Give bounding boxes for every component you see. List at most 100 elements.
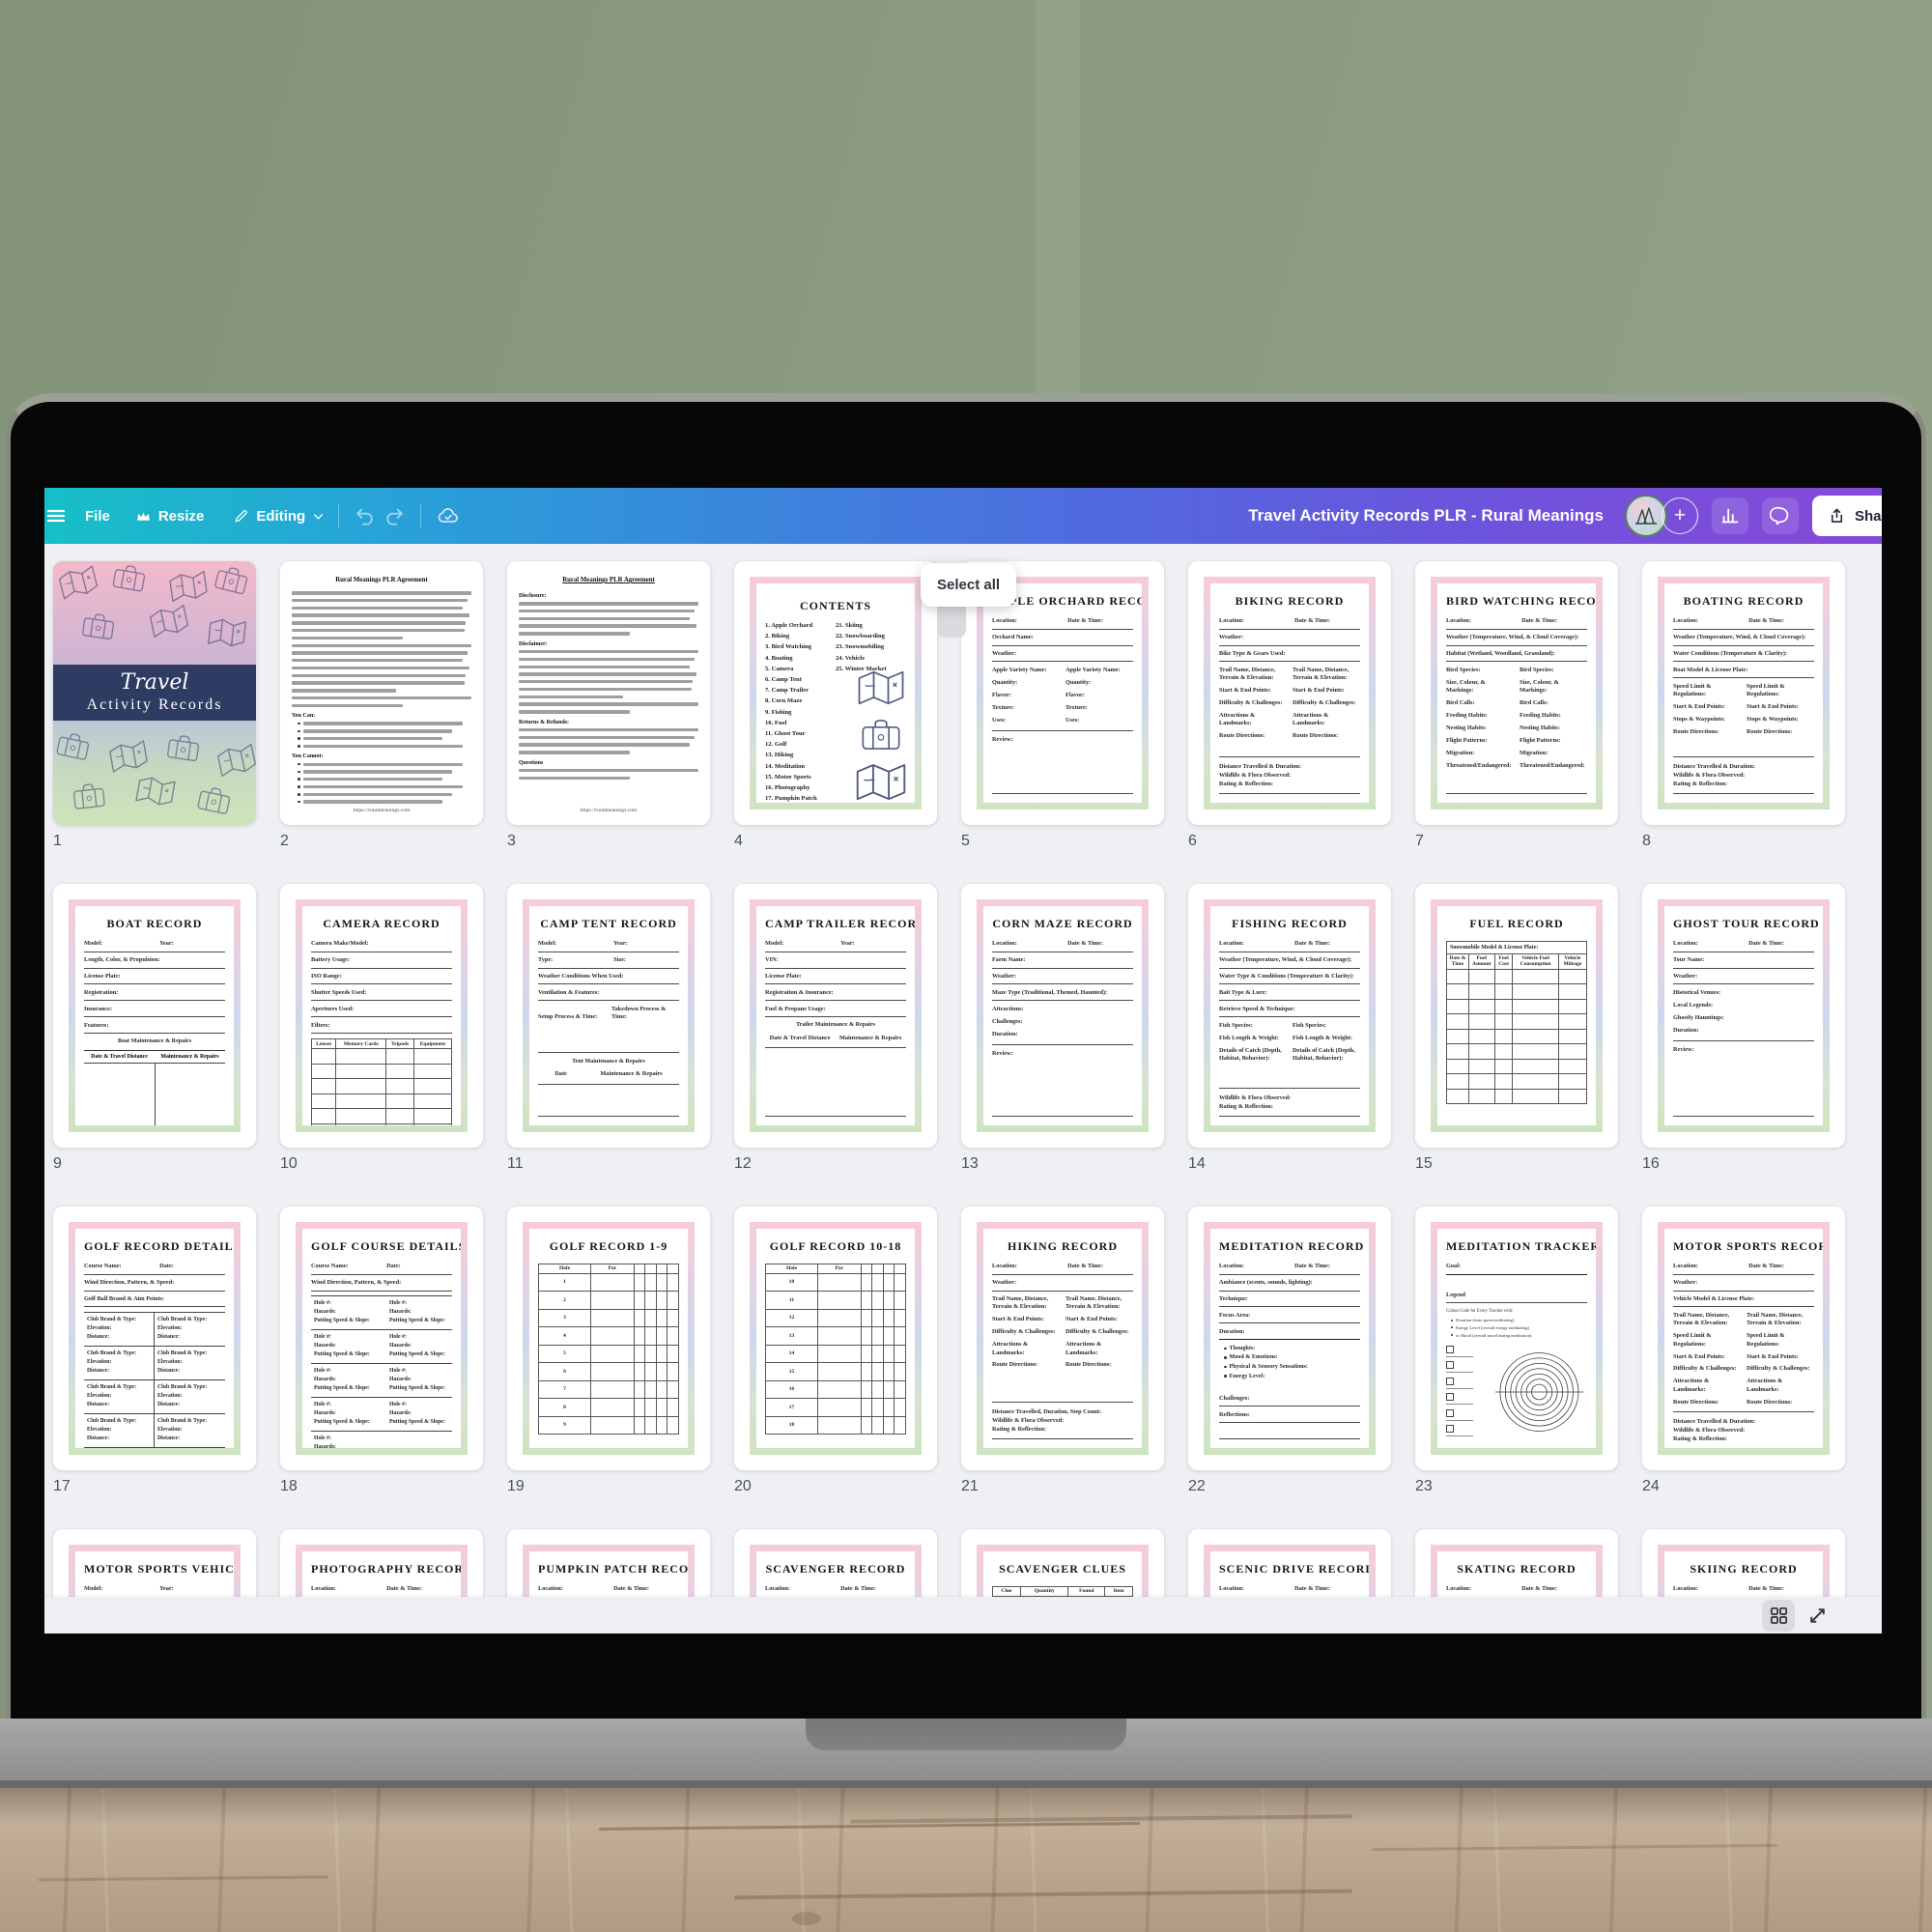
save-status-button[interactable] — [437, 504, 460, 527]
page-thumbnail[interactable]: Rural Meanings PLR Agreement Disclosure: D… — [507, 561, 710, 825]
resize-button[interactable]: Resize — [135, 508, 204, 525]
page-thumbnail[interactable]: FISHING RECORD Location: Date & Time: Weath… — [1188, 884, 1391, 1148]
page-thumbnail[interactable]: BOAT RECORD Model: Year: Length, Color, & P… — [53, 884, 256, 1148]
field-label: Focus Area: — [1219, 1312, 1251, 1320]
table-cell — [335, 1108, 387, 1124]
field-label: Technique: — [1219, 1295, 1248, 1303]
text-line — [292, 643, 471, 647]
text-line — [302, 792, 453, 796]
page-thumbnail[interactable]: CAMP TENT RECORD Model: Year: Type: Size: Wea… — [507, 884, 710, 1148]
table-cell — [1493, 968, 1514, 984]
field-stack: Distance Travelled & Duration: Wildlife &… — [1673, 763, 1814, 788]
contents-item: 13. Hiking — [765, 752, 794, 759]
page-thumbnail[interactable]: BOATING RECORD Location: Date & Time: Weath… — [1642, 561, 1845, 825]
page-thumbnail[interactable]: MEDITATION RECORD Location: Date & Time: Am… — [1188, 1207, 1391, 1470]
add-member-button[interactable]: + — [1662, 497, 1698, 534]
top-toolbar: File Resize Editing — [44, 488, 1882, 544]
field-label: Date & Time: — [1748, 940, 1784, 948]
table-cell — [655, 1379, 668, 1399]
page-border-frame: MOTOR SPORTS RECORD Location: Date & Time:… — [1658, 1222, 1830, 1455]
page-thumbnail[interactable]: HIKING RECORD Location: Date & Time: Weathe… — [961, 1207, 1164, 1470]
page-thumbnail[interactable]: GOLF RECORD 10-18 Hole Par 10 11 12 13 14 15 16 17… — [734, 1207, 937, 1470]
expand-arrows-icon — [1810, 1607, 1825, 1623]
label-block: Hole #: Hazards: Putting Speed & Slope: — [311, 1398, 382, 1432]
field-label: Weather: — [992, 973, 1017, 980]
page-thumbnail[interactable]: MEDITATION TRACKER Goal: Legend Colour Code… — [1415, 1207, 1618, 1470]
table-cell — [335, 1093, 387, 1110]
table-cell: 15 — [764, 1362, 819, 1381]
field-label: Thoughts: — [1229, 1345, 1256, 1351]
page-thumbnail[interactable]: Rural Meanings PLR Agreement You Can: You … — [280, 561, 483, 825]
field-label: Water Type & Conditions (Temperature & C… — [1219, 973, 1354, 980]
page-thumbnail[interactable]: GOLF RECORD DETAILS Course Name: Date: Wind… — [53, 1207, 256, 1470]
brand-avatar[interactable] — [1625, 495, 1667, 537]
rule-line — [1673, 1411, 1814, 1413]
page-cell: GOLF RECORD DETAILS Course Name: Date: Wind… — [53, 1207, 256, 1529]
fullscreen-button[interactable] — [1807, 1605, 1828, 1626]
text-line — [292, 629, 465, 633]
page-thumbnail[interactable]: MOTOR SPORTS RECORD Location: Date & Time:… — [1642, 1207, 1845, 1470]
page-thumbnail[interactable]: BIRD WATCHING RECORD Location: Date & Time… — [1415, 561, 1618, 825]
table-cell — [894, 1326, 906, 1346]
page-thumbnail[interactable]: BIKING RECORD Location: Date & Time: Weathe… — [1188, 561, 1391, 825]
label-block: Club Brand & Type: Elevation: Distance: — [84, 1379, 155, 1414]
bullet-dot — [1451, 1334, 1453, 1337]
main-menu-button[interactable] — [46, 506, 66, 526]
label-block: Club Brand & Type: Elevation: Distance: — [155, 1380, 225, 1414]
table-cell — [1557, 1028, 1588, 1044]
comments-button[interactable] — [1762, 497, 1799, 534]
field-label: Bird Calls: — [1520, 699, 1548, 707]
undo-button[interactable] — [355, 505, 376, 526]
field-label: Texture: — [1065, 704, 1088, 712]
page-border-frame: CAMP TENT RECORD Model: Year: Type: Size: Wea… — [523, 899, 695, 1132]
page-thumbnail[interactable]: Travel Activity Records — [53, 561, 256, 825]
text-line — [519, 602, 698, 606]
column-header: Equipment — [412, 1038, 453, 1050]
insights-button[interactable] — [1712, 497, 1748, 534]
page-thumbnail[interactable]: FUEL RECORD Snowmobile Model & License Pl… — [1415, 884, 1618, 1148]
redo-button[interactable] — [384, 505, 405, 526]
file-menu-button[interactable]: File — [85, 508, 110, 525]
contents-item: 4. Boating — [765, 654, 793, 662]
field-label: Stops & Waypoints: — [1673, 716, 1725, 724]
cover-title-text: Activity Records — [86, 696, 223, 713]
field-label: Ventilation & Features: — [538, 989, 600, 997]
design-title[interactable]: Travel Activity Records PLR - Rural Mean… — [1248, 506, 1604, 525]
field-row: Legend — [1446, 1292, 1587, 1304]
page-thumbnail[interactable]: CAMP TRAILER RECORD Model: Year: VIN: Licens… — [734, 884, 937, 1148]
field-label: Fuel & Propane Usage: — [765, 1006, 826, 1013]
field-label: Boat Model & License Plate: — [1673, 667, 1748, 674]
table-cell — [310, 1048, 337, 1065]
table-cell — [1512, 968, 1559, 984]
page-content: GOLF COURSE DETAILS Course Name: Date: Wind… — [302, 1229, 461, 1448]
field-label: Date & Time: — [1067, 617, 1103, 625]
bullet-line — [298, 792, 471, 796]
table-cell — [412, 1063, 453, 1080]
field-row: Threatened/Endangered: Threatened/Endange… — [1446, 762, 1587, 770]
editing-mode-button[interactable]: Editing — [233, 508, 325, 525]
field-row: Shutter Speeds Used: — [311, 989, 452, 1002]
cover-script-text: Travel — [120, 669, 189, 695]
page-thumbnail[interactable]: CAMERA RECORD Camera Make/Model: Battery U… — [280, 884, 483, 1148]
table-cell — [1467, 1043, 1495, 1060]
page-thumbnail[interactable]: GOLF RECORD 1-9 Hole Par 1 2 3 4 5 6 7 8 9 — [507, 1207, 710, 1470]
field-label: Golf Ball Brand & Aim Points: — [84, 1295, 165, 1303]
page-thumbnail[interactable]: APPLE ORCHARD RECORD Location: Date & Time… — [961, 561, 1164, 825]
page-thumbnail[interactable]: GHOST TOUR RECORD Location: Date & Time: To… — [1642, 884, 1845, 1148]
page-thumbnail[interactable]: CONTENTS 1. Apple Orchard 2. Biking 3. Bird… — [734, 561, 937, 825]
table-cell — [667, 1308, 679, 1327]
field-label: Route Directions: — [1673, 1398, 1719, 1406]
page-thumbnail[interactable]: CORN MAZE RECORD Location: Date & Time: Far… — [961, 884, 1164, 1148]
bullet-line — [298, 800, 471, 804]
page-number: 21 — [961, 1478, 979, 1494]
section-heading: Boat Maintenance & Repairs — [84, 1038, 225, 1046]
field-row: Location: Date & Time: — [992, 940, 1133, 952]
field-label: Water Conditions (Temperature & Clarity)… — [1673, 650, 1788, 658]
share-button[interactable]: Share — [1812, 496, 1882, 536]
page-thumbnail[interactable]: GOLF COURSE DETAILS Course Name: Date: Wind… — [280, 1207, 483, 1470]
grid-view-button[interactable] — [1762, 1599, 1795, 1632]
page-content: BIKING RECORD Location: Date & Time: Weathe… — [1210, 583, 1369, 803]
field-label: Date & Time: — [1294, 940, 1330, 948]
column-header: Clue — [992, 1585, 1021, 1597]
rule-line — [1673, 756, 1814, 758]
